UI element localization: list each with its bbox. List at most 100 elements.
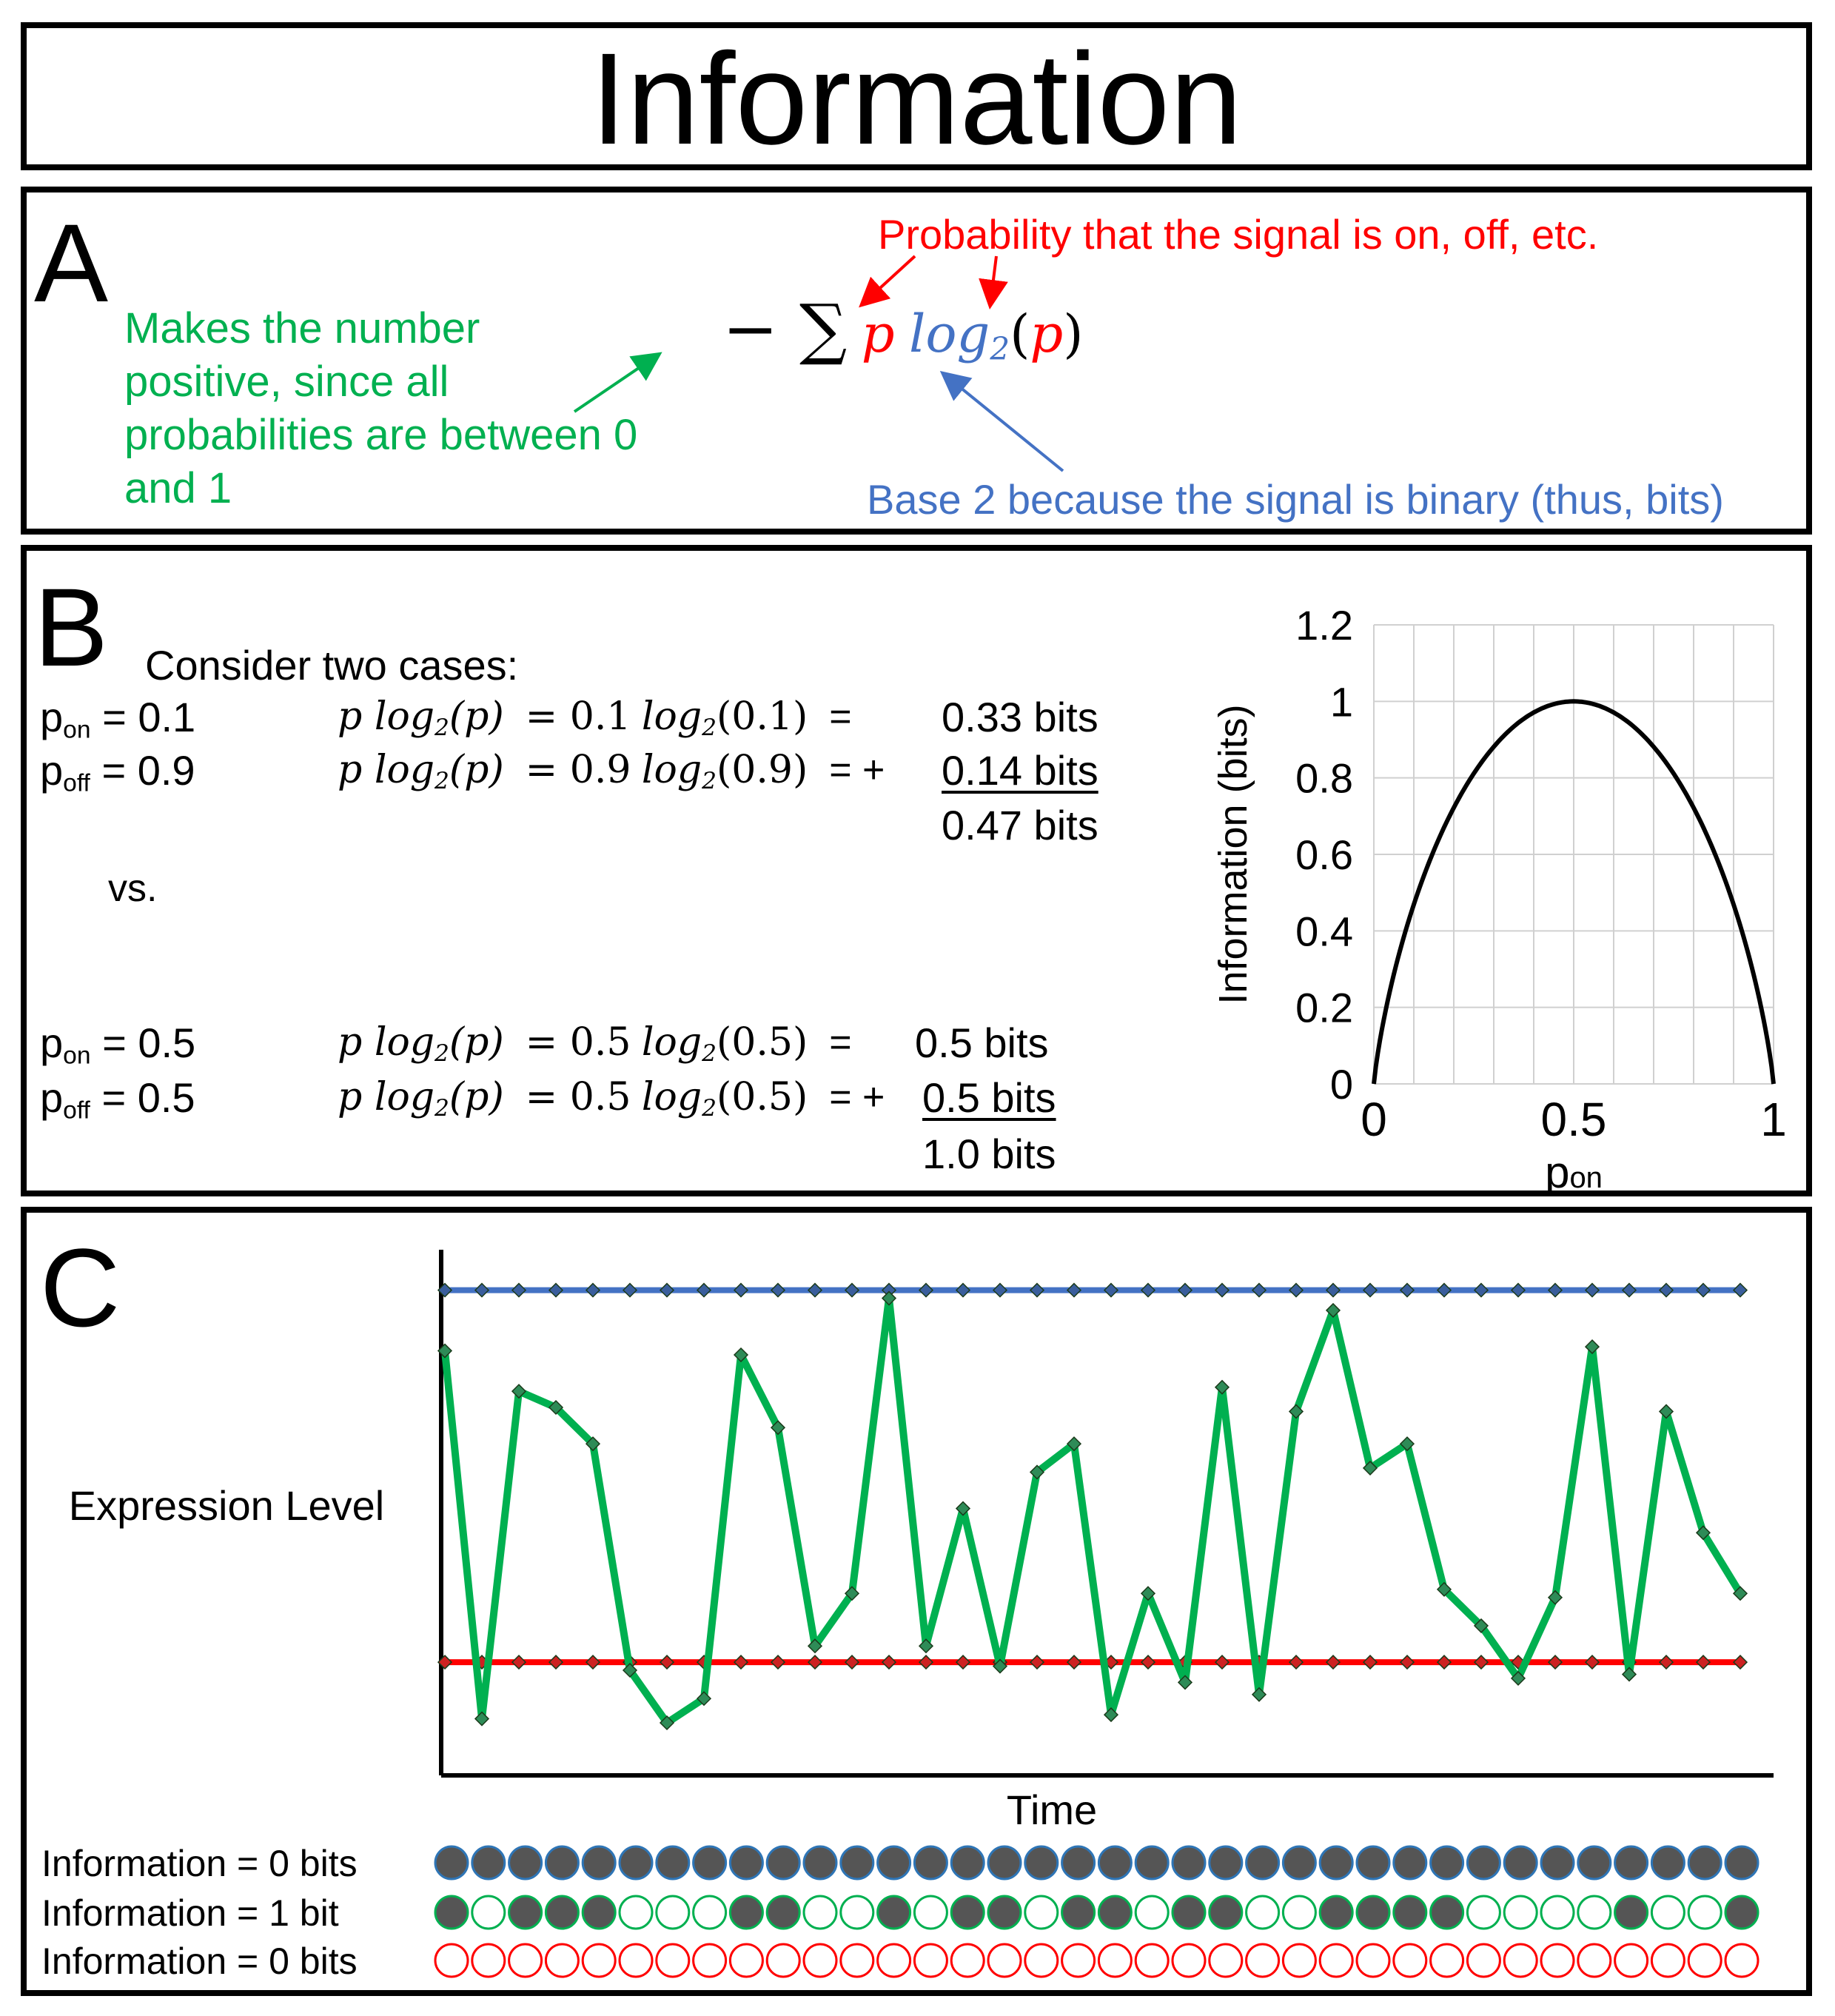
filled-dot — [1024, 1845, 1059, 1881]
case2-p-on-sub: on — [63, 1042, 91, 1070]
panel-b: B Consider two cases: pon = 0.1 p log2(p… — [21, 545, 1812, 1196]
filled-dot — [1134, 1845, 1170, 1881]
case2-p-on-var: p — [40, 1019, 64, 1066]
probability-annotation: Probability that the signal is on, off, … — [878, 211, 1599, 258]
empty-dot — [618, 1943, 654, 1978]
filled-dot — [508, 1895, 543, 1930]
case2-total: 1.0 bits — [922, 1131, 1056, 1177]
case2-result-2: 0.5 bits — [922, 1074, 1056, 1121]
info-row-label: Information = 0 bits — [41, 1843, 358, 1884]
empty-dot — [1171, 1943, 1207, 1978]
data-point — [844, 1655, 860, 1670]
data-point — [548, 1399, 564, 1416]
page-title: Information — [590, 27, 1243, 172]
entropy-formula: − ∑ p log2(p) — [722, 289, 1084, 390]
data-point — [1029, 1282, 1045, 1298]
data-point — [1510, 1282, 1526, 1298]
data-point — [1251, 1282, 1267, 1298]
case1-p-off-var: p — [40, 747, 64, 794]
empty-dot — [471, 1895, 506, 1930]
filled-dot — [1245, 1845, 1281, 1881]
c1r2-base: 2 — [435, 767, 449, 794]
y-axis-label: Expression Level — [69, 1482, 384, 1529]
data-point — [696, 1282, 712, 1298]
data-point — [1510, 1670, 1526, 1686]
data-point — [881, 1655, 897, 1670]
empty-dot — [1503, 1895, 1538, 1930]
data-point — [1436, 1581, 1452, 1597]
x-axis-label: Time — [1007, 1786, 1097, 1833]
filled-dot — [950, 1845, 985, 1881]
filled-dot — [471, 1845, 506, 1881]
data-point — [1288, 1404, 1304, 1419]
data-point — [548, 1282, 564, 1298]
filled-dot — [1687, 1845, 1722, 1881]
filled-dot — [581, 1845, 617, 1881]
case2-p-on: pon = 0.5 — [40, 1019, 195, 1070]
data-point — [1325, 1302, 1341, 1318]
data-point — [881, 1290, 897, 1306]
data-point — [1029, 1655, 1045, 1670]
filled-dot — [765, 1895, 801, 1930]
filled-dot — [1724, 1845, 1759, 1881]
c1r1-arg: (p) — [449, 694, 504, 739]
filled-dot — [1650, 1845, 1685, 1881]
filled-dot — [1429, 1895, 1465, 1930]
case2-result-1: 0.5 bits — [915, 1019, 1049, 1066]
filled-dot — [544, 1895, 580, 1930]
y-tick-label: 0.2 — [1295, 985, 1353, 1031]
data-point — [1584, 1282, 1600, 1298]
vs-text: vs. — [108, 867, 158, 910]
case1-total: 0.47 bits — [942, 802, 1098, 848]
empty-dot — [544, 1943, 580, 1978]
data-point — [1658, 1655, 1674, 1670]
positive-line-1: Makes the number — [124, 304, 480, 352]
data-point — [511, 1655, 527, 1670]
filled-dot — [1503, 1845, 1538, 1881]
filled-dot — [1097, 1845, 1133, 1881]
filled-dot — [581, 1895, 617, 1930]
data-point — [1584, 1655, 1600, 1670]
case2-row1-expr: p log2(p) = 0.5 log2(0.5) = — [338, 1020, 852, 1067]
empty-dot — [1061, 1943, 1096, 1978]
case1-p-off-val: = 0.9 — [101, 747, 195, 794]
empty-dot — [618, 1895, 654, 1930]
data-point — [918, 1282, 934, 1298]
empty-dot — [655, 1943, 691, 1978]
data-point — [1658, 1404, 1674, 1419]
filled-dot — [987, 1845, 1022, 1881]
c2r2-base2: 2 — [702, 1094, 717, 1122]
filled-dot — [1540, 1845, 1575, 1881]
c2r2-eq3: = + — [829, 1076, 885, 1119]
data-point — [1103, 1707, 1119, 1723]
data-point — [1436, 1655, 1452, 1670]
base2-annotation: Base 2 because the signal is binary (thu… — [867, 476, 1724, 523]
c1r2-log: p log — [338, 748, 435, 792]
data-point — [1362, 1655, 1378, 1670]
empty-dot — [1614, 1943, 1649, 1978]
empty-dot — [471, 1943, 506, 1978]
empty-dot — [802, 1895, 838, 1930]
data-point — [1584, 1339, 1600, 1355]
empty-dot — [1650, 1943, 1685, 1978]
data-point — [1177, 1282, 1193, 1298]
case1-row2-expr: p log2(p) = 0.9 log2(0.9) = + — [338, 748, 885, 794]
data-point — [1473, 1655, 1489, 1670]
case2-p-off-val: = 0.5 — [101, 1074, 195, 1121]
formula-open-paren: ( — [1010, 304, 1030, 364]
c1r2-base2: 2 — [702, 767, 717, 794]
empty-dot — [839, 1943, 875, 1978]
x-axis-label: pon — [1545, 1148, 1603, 1195]
empty-dot — [1097, 1943, 1133, 1978]
filled-dot — [876, 1845, 912, 1881]
filled-dot — [876, 1895, 912, 1930]
data-point — [437, 1343, 453, 1359]
y-axis-label: Information (bits) — [1211, 704, 1255, 1004]
filled-dot — [1429, 1845, 1465, 1881]
empty-dot — [1687, 1943, 1722, 1978]
data-point — [474, 1711, 490, 1727]
panel-c-label: C — [40, 1225, 121, 1350]
c2r1-arg2: (0.5) — [717, 1020, 808, 1065]
filled-dot — [1392, 1845, 1428, 1881]
data-point — [918, 1638, 934, 1654]
